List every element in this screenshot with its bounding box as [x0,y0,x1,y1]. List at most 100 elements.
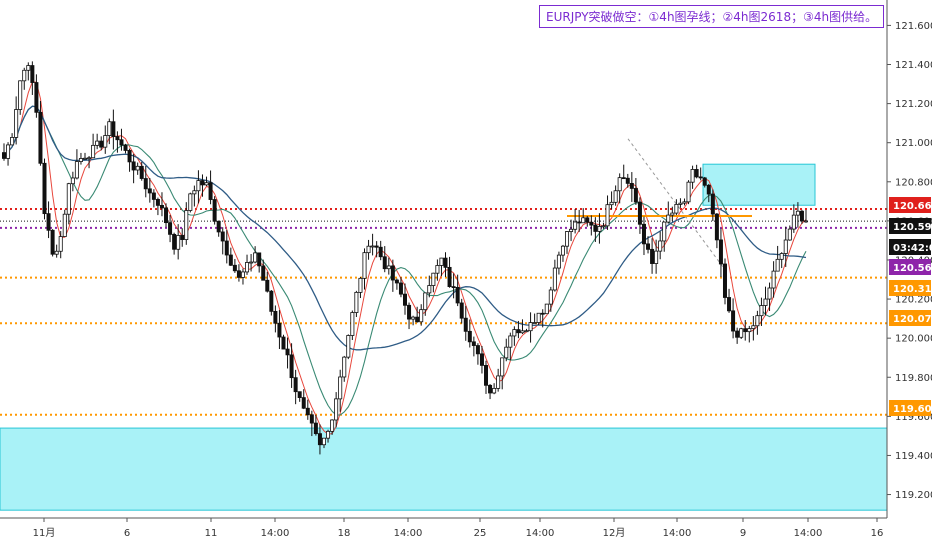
candle-body [208,182,213,200]
candle-body [617,177,622,192]
candle-body [326,430,331,439]
time-tick-label: 14:00 [261,528,290,539]
time-tick-label: 9 [740,528,746,539]
candle-body [718,239,723,265]
candle-body [232,264,237,272]
candle-body [646,243,651,250]
candle-body [767,287,772,300]
price-tag-label: 120.599 [893,222,932,233]
candle-body [151,192,156,200]
price-tag-layer: 120.661120.59903:42:06120.564120.310120.… [889,197,932,416]
candle-body [370,245,375,248]
candle-body [637,201,642,225]
candle-body [42,162,47,215]
candle-body [565,231,570,247]
candle-body [58,236,63,252]
candle-body [479,353,484,366]
candle-body [431,272,436,286]
candle-body [455,286,460,304]
candle-body [95,140,100,146]
price-tag-label: 03:42:06 [893,243,932,254]
candle-body [678,202,683,205]
candle-body [253,252,258,263]
candle-body [520,330,525,334]
candle-body [658,240,663,252]
candle-body [536,312,541,323]
candle-body [107,121,112,136]
time-axis[interactable]: 11月 6 11 14:00 18 14:00 25 14:00 12月 14:00 9 14:00 1… [0,517,887,539]
candle-body [184,210,189,240]
candle-body [714,213,719,241]
candle-body [694,169,699,178]
price-tick-label: 120.000 [895,334,932,345]
candle-body [386,265,391,270]
candle-body [666,214,671,223]
candle-body [30,65,35,83]
candle-body [439,257,444,266]
candle-body [771,270,776,289]
annotation-text: EURJPY突破做空：①4h图孕线；②4h图2618；③4h图供给。 [546,10,878,24]
candle-body [164,207,169,224]
time-tick-label: 12月 [603,527,626,539]
time-tick-label: 25 [474,528,487,539]
candle-body [475,345,480,355]
candle-body [317,433,322,446]
candle-body [228,254,233,266]
candle-body [277,322,282,338]
candle-body [159,204,164,209]
candle-body [471,341,476,346]
candle-body [6,144,11,159]
candle-body [172,233,177,250]
candle-body [301,397,306,409]
candle-body [791,214,796,230]
candle-body [14,109,19,138]
candle-body [690,169,695,183]
price-tick-label: 120.200 [895,295,932,306]
candle-body [305,407,310,416]
price-tag-label: 120.661 [893,201,932,212]
candle-body [532,322,537,324]
candle-body [763,298,768,306]
candle-body [216,220,221,233]
price-tag-label: 119.608 [893,404,932,415]
candle-body [261,265,266,281]
candle-body [50,229,55,255]
candle-body [682,201,687,204]
candle-body [131,161,136,171]
candle-body [382,256,387,270]
time-tick-label: 14:00 [794,528,823,539]
candle-body [686,181,691,203]
candle-body [552,267,557,291]
candle-body [459,302,464,319]
price-tag-label: 120.076 [893,314,932,325]
candle-body [245,262,250,273]
time-tick-label: 14:00 [526,528,555,539]
candle-body [597,226,602,232]
candle-body [443,257,448,268]
candle-body [402,293,407,306]
candle-body [743,328,748,333]
candle-body [26,65,31,71]
candle-body [313,422,318,435]
candle-body [78,158,83,162]
candle-body [804,220,809,223]
candle-body [135,165,140,171]
candle-body [143,178,148,190]
price-tag-orange [889,400,931,416]
candle-body [192,190,197,195]
candle-body [585,217,590,223]
time-tick-label: 14:00 [663,528,692,539]
candle-body [605,204,610,227]
candle-body [670,212,675,216]
candle-body [204,182,209,186]
candle-body [451,286,456,289]
candle-body [411,316,416,320]
price-tag-label: 120.564 [893,263,932,274]
candle-body [492,387,497,394]
price-tick-label: 119.400 [895,451,932,462]
candle-body [540,312,545,315]
candle-body [366,245,371,254]
candle-body [168,222,173,235]
candle-body [407,304,412,320]
